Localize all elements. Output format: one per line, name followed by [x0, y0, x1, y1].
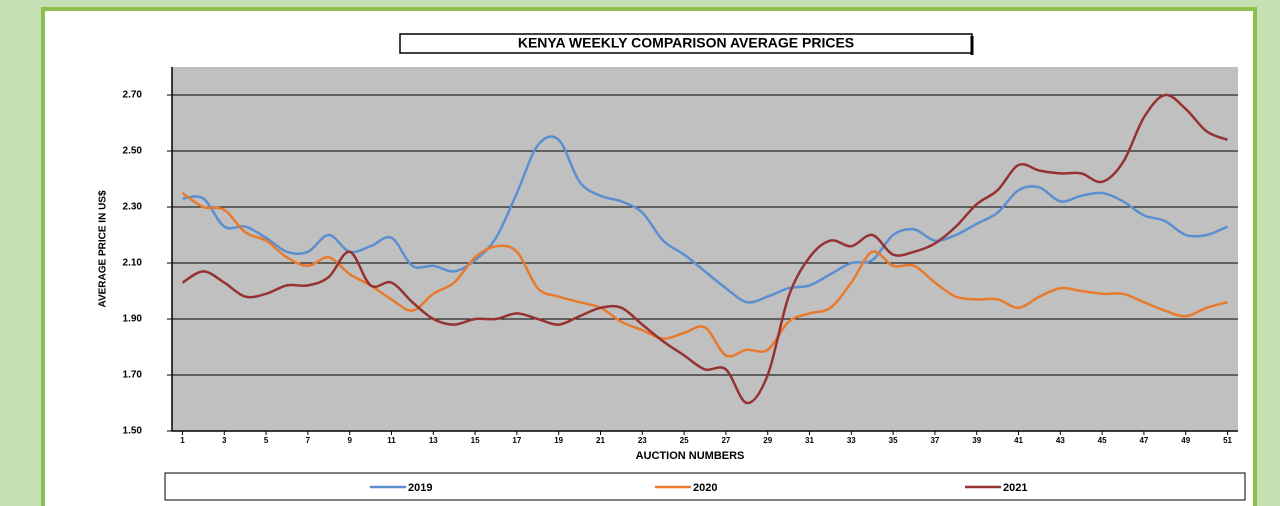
plot-area [172, 67, 1238, 431]
x-tick-label: 17 [512, 436, 521, 445]
y-axis-label: AVERAGE PRICE IN US$ [98, 190, 109, 307]
legend-label: 2021 [1003, 482, 1027, 494]
x-tick-label: 51 [1223, 436, 1232, 445]
x-tick-label: 31 [805, 436, 814, 445]
x-tick-label: 9 [347, 436, 352, 445]
x-tick-label: 39 [972, 436, 981, 445]
y-tick-label: 1.50 [123, 426, 143, 437]
x-tick-label: 13 [429, 436, 438, 445]
x-tick-label: 29 [763, 436, 772, 445]
x-tick-label: 19 [554, 436, 563, 445]
x-tick-label: 33 [847, 436, 856, 445]
x-tick-label: 5 [264, 436, 269, 445]
y-tick-label: 2.70 [123, 90, 143, 101]
x-tick-label: 45 [1098, 436, 1107, 445]
y-tick-label: 1.90 [123, 314, 143, 325]
legend-label: 2020 [693, 482, 717, 494]
x-tick-label: 35 [889, 436, 898, 445]
x-tick-label: 21 [596, 436, 605, 445]
x-tick-label: 41 [1014, 436, 1023, 445]
x-tick-label: 11 [387, 436, 396, 445]
chart-title: KENYA WEEKLY COMPARISON AVERAGE PRICES [518, 35, 854, 51]
x-tick-label: 27 [721, 436, 730, 445]
y-tick-label: 2.30 [123, 202, 143, 213]
x-axis-label: AUCTION NUMBERS [636, 450, 745, 462]
legend-label: 2019 [408, 482, 432, 494]
x-tick-label: 3 [222, 436, 227, 445]
x-tick-label: 23 [638, 436, 647, 445]
x-tick-label: 7 [306, 436, 311, 445]
legend-box [164, 472, 1246, 501]
x-tick-label: 15 [471, 436, 480, 445]
y-tick-label: 2.10 [123, 258, 143, 269]
x-tick-label: 43 [1056, 436, 1065, 445]
series-line [181, 93, 1229, 405]
series-line [182, 135, 1229, 304]
x-tick-label: 37 [930, 436, 939, 445]
x-tick-label: 1 [180, 436, 185, 445]
series-line [181, 191, 1228, 358]
x-tick-label: 49 [1181, 436, 1190, 445]
y-tick-label: 2.50 [123, 146, 143, 157]
x-tick-label: 25 [680, 436, 689, 445]
y-tick-label: 1.70 [123, 370, 143, 381]
x-tick-label: 47 [1139, 436, 1148, 445]
